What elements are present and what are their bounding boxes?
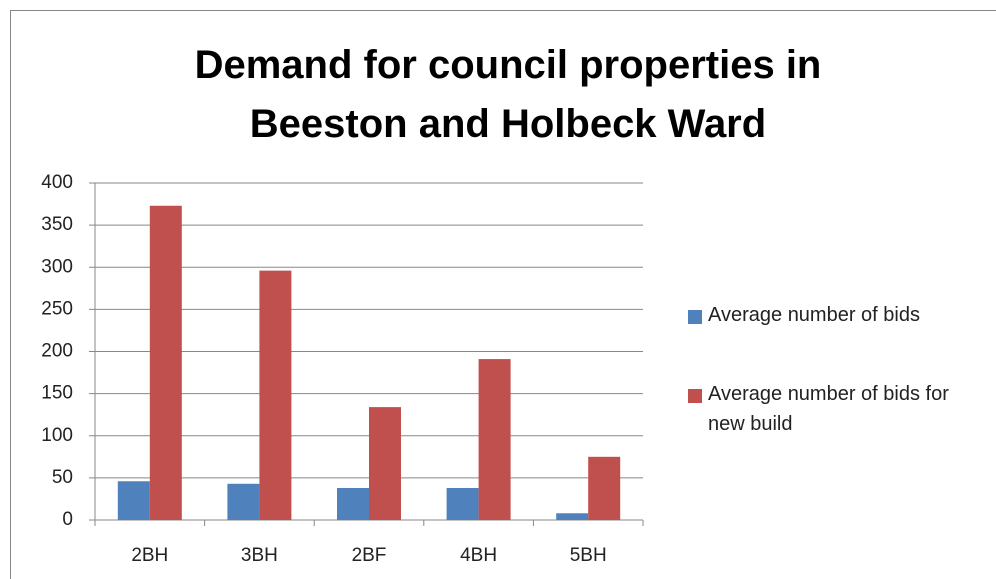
y-tick-label: 150 [41,383,73,404]
y-tick-label: 400 [41,172,73,193]
chart-title: Demand for council properties in Beeston… [194,43,822,146]
x-tick-label: 4BH [460,545,497,566]
y-tick-label: 50 [52,467,73,488]
bar [446,487,479,520]
bar [149,205,182,520]
y-tick-label: 0 [62,509,73,530]
y-tick-label: 300 [41,256,73,277]
bar [259,270,292,520]
legend-swatch [688,389,702,403]
legend-label: Average number of bids [708,304,920,326]
bar [556,513,589,520]
bar [369,407,401,520]
bar [588,456,621,520]
bar [337,487,369,520]
x-tick-label: 2BH [131,545,168,566]
x-tick-label: 3BH [241,545,278,566]
y-tick-label: 350 [41,214,73,235]
legend-swatch [688,310,702,324]
y-tick-label: 100 [41,425,73,446]
chart-frame [10,10,996,579]
legend-item: Average number of bids for new build [688,383,983,439]
legend-label: Average number of bids for new build [708,383,949,435]
y-tick-label: 200 [41,341,73,362]
legend-item: Average number of bids [688,304,983,330]
x-tick-label: 2BF [352,545,387,566]
x-tick-label: 5BH [570,545,607,566]
bar [117,481,150,520]
y-tick-label: 250 [41,298,73,319]
bar [227,483,260,520]
bar [478,359,511,520]
